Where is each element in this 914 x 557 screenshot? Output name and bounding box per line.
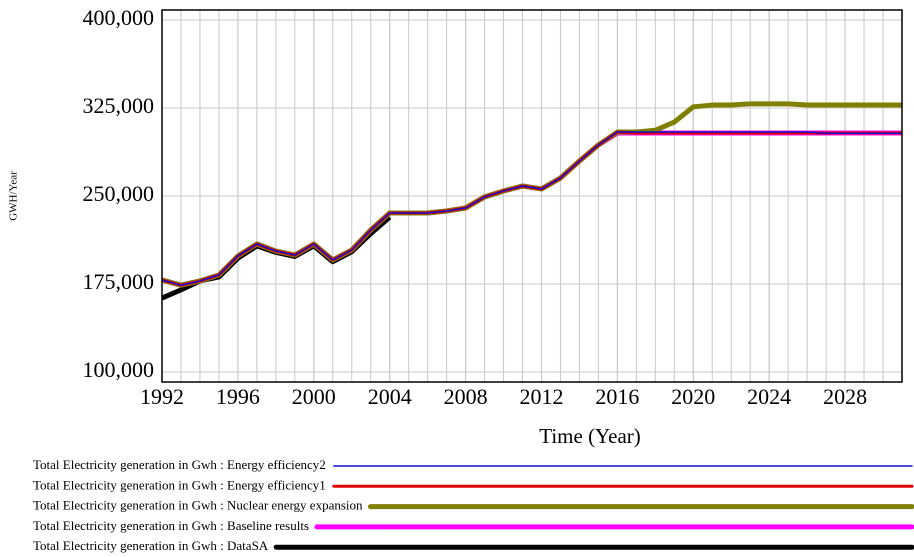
x-tick-label: 2016 (595, 384, 639, 409)
series-line (161, 131, 902, 286)
y-axis-label: GWH/Year (8, 171, 20, 221)
x-tick-label: 2008 (444, 384, 488, 409)
x-tick-label: 2004 (368, 384, 412, 409)
y-tick-label: 325,000 (83, 93, 155, 118)
series-line (161, 130, 902, 288)
x-tick-label: 2000 (292, 384, 336, 409)
y-tick-label: 100,000 (83, 357, 155, 382)
x-tick-label: 1992 (140, 384, 184, 409)
x-tick-label: 1996 (216, 384, 260, 409)
y-tick-label: 250,000 (83, 181, 155, 206)
legend-label: Total Electricity generation in Gwh : En… (33, 477, 326, 492)
series-line (161, 130, 902, 287)
legend-label: Total Electricity generation in Gwh : Ba… (33, 518, 309, 533)
y-tick-label: 175,000 (83, 269, 155, 294)
legend-label: Total Electricity generation in Gwh : Nu… (33, 498, 363, 513)
x-tick-label: 2028 (823, 384, 867, 409)
x-axis-label: Time (Year) (539, 424, 641, 448)
legend-label: Total Electricity generation in Gwh : Da… (33, 538, 269, 553)
plot-frame (161, 9, 903, 383)
x-tick-label: 2020 (671, 384, 715, 409)
x-tick-label: 2024 (747, 384, 791, 409)
y-tick-label: 400,000 (83, 5, 155, 30)
x-tick-label: 2012 (519, 384, 563, 409)
legend-label: Total Electricity generation in Gwh : En… (33, 457, 326, 472)
